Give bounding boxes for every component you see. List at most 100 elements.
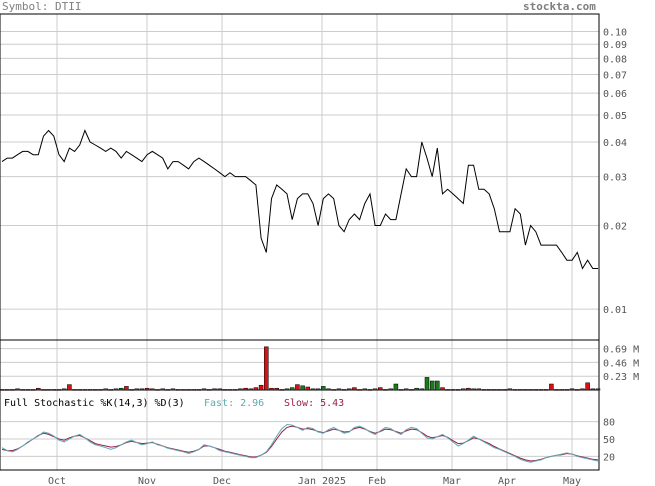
- volume-bar: [383, 389, 388, 391]
- x-tick-label: Dec: [213, 476, 231, 486]
- price-axis: 0.10 0.09 0.08 0.07 0.06 0.05 0.04 0.03 0.02 0.01: [603, 27, 627, 316]
- volume-bars: [0, 346, 601, 391]
- volume-bar: [41, 389, 46, 391]
- volume-bar: [502, 389, 507, 391]
- volume-bar: [243, 387, 248, 391]
- volume-bar: [87, 389, 93, 391]
- volume-bar: [160, 388, 165, 391]
- volume-bar: [25, 389, 31, 391]
- volume-bar: [170, 388, 176, 391]
- volume-bar: [538, 389, 544, 391]
- stochastic-axis: 80 50 20: [603, 418, 615, 464]
- price-tick-label: 0.03: [603, 173, 627, 184]
- volume-bar: [424, 377, 430, 391]
- stochastic-tick-label: 80: [603, 418, 615, 429]
- volume-bar: [108, 389, 114, 391]
- price-tick-label: 0.04: [603, 138, 627, 149]
- volume-bar: [165, 389, 171, 391]
- volume-bar: [403, 388, 409, 391]
- volume-bar: [191, 389, 197, 391]
- volume-bar: [253, 387, 259, 391]
- volume-bar: [269, 387, 274, 391]
- volume-bar: [590, 388, 596, 391]
- volume-bar: [450, 389, 456, 391]
- price-tick-label: 0.02: [603, 222, 627, 233]
- volume-bar: [378, 387, 383, 391]
- volume-bar: [595, 388, 601, 391]
- price-tick-label: 0.10: [603, 27, 627, 38]
- volume-bar: [129, 389, 134, 391]
- volume-bar: [497, 389, 502, 391]
- volume-bar: [518, 389, 523, 391]
- volume-bar: [113, 388, 119, 391]
- volume-bar: [93, 389, 98, 391]
- volume-bar: [409, 389, 414, 391]
- volume-bar: [134, 388, 139, 391]
- volume-bar: [336, 388, 342, 391]
- volume-bar: [61, 388, 67, 391]
- price-tick-label: 0.01: [603, 305, 627, 316]
- volume-bar: [279, 389, 285, 391]
- volume-bar: [362, 388, 368, 391]
- volume-bar: [248, 388, 254, 391]
- volume-bar: [414, 387, 419, 391]
- stochastic-tick-label: 20: [603, 452, 615, 463]
- volume-bar: [207, 389, 212, 391]
- volume-panel: [0, 339, 600, 391]
- site-label[interactable]: stockta.com: [523, 0, 596, 13]
- volume-bar: [238, 388, 243, 391]
- volume-bar: [476, 388, 482, 391]
- volume-bar: [274, 387, 279, 391]
- volume-bar: [15, 388, 20, 391]
- volume-bar: [103, 388, 108, 391]
- price-tick-label: 0.06: [603, 89, 627, 100]
- volume-bar: [575, 389, 580, 391]
- stoch-fast-line: [1, 423, 599, 463]
- volume-bar: [67, 384, 72, 391]
- volume-tick-label: 0.23 M: [603, 372, 639, 383]
- volume-bar: [36, 387, 41, 391]
- volume-bar: [528, 389, 533, 391]
- volume-bar: [461, 388, 466, 391]
- volume-bar: [512, 389, 518, 391]
- volume-bar: [4, 389, 10, 391]
- volume-bar: [554, 389, 559, 391]
- volume-bar: [0, 389, 5, 391]
- stochastic-tick-label: 50: [603, 435, 615, 446]
- volume-bar: [232, 389, 238, 391]
- volume-bar: [507, 388, 513, 391]
- volume-bar: [77, 389, 82, 391]
- volume-tick-label: 0.46 M: [603, 358, 639, 369]
- grid-lines: [0, 14, 599, 470]
- volume-bar: [388, 388, 393, 391]
- volume-bar: [186, 389, 191, 391]
- volume-bar: [51, 389, 57, 391]
- volume-bar: [523, 389, 528, 391]
- volume-bar: [564, 389, 570, 391]
- volume-bar: [310, 388, 316, 391]
- volume-bar: [175, 389, 181, 391]
- volume-bar: [486, 389, 492, 391]
- volume-bar: [455, 389, 461, 391]
- volume-bar: [393, 383, 399, 391]
- volume-bar: [559, 389, 564, 391]
- volume-bar: [346, 388, 352, 391]
- volume-bar: [429, 380, 435, 391]
- volume-bar: [144, 387, 150, 391]
- volume-bar: [435, 380, 440, 391]
- volume-bar: [284, 388, 290, 391]
- volume-bar: [585, 382, 590, 391]
- volume-bar: [196, 389, 202, 391]
- volume-bar: [445, 389, 450, 391]
- volume-bar: [46, 389, 51, 391]
- x-tick-label: May: [563, 476, 581, 486]
- volume-bar: [30, 389, 36, 391]
- x-tick-label: Mar: [443, 476, 461, 486]
- volume-bar: [549, 383, 554, 391]
- volume-bar: [56, 389, 62, 391]
- stochastic-slow-value: Slow: 5.43: [284, 398, 344, 409]
- volume-bar: [98, 389, 103, 391]
- symbol-label: Symbol: DTII: [2, 0, 82, 13]
- volume-bar: [10, 389, 15, 391]
